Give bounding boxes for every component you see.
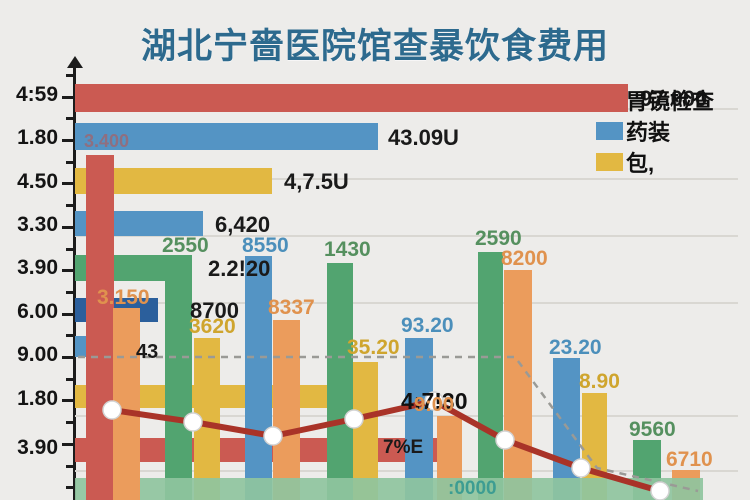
bar	[245, 256, 272, 500]
y-axis-label: 9.00	[17, 343, 58, 366]
legend-item-medicine: 药装	[596, 115, 714, 146]
value-label: 7%E	[383, 437, 424, 458]
legend-item-gastroscopy: 胃镜检查	[596, 84, 714, 115]
gridline	[75, 235, 738, 237]
bar-value-label: 43.09U	[388, 124, 459, 150]
bar-value-label: 93.20	[401, 314, 454, 337]
bar	[478, 252, 503, 500]
y-axis-label: 3.90	[17, 436, 58, 459]
y-axis-line	[73, 66, 76, 500]
bar	[165, 255, 192, 500]
bar-value-label: 23.20	[549, 336, 602, 359]
axis-tick	[62, 399, 74, 402]
bar-value-label: 1430	[324, 238, 371, 261]
y-axis-label: 4.50	[17, 170, 58, 193]
axis-tick	[66, 117, 74, 120]
bar-value-label: 8.90	[579, 370, 620, 393]
bar	[405, 338, 433, 500]
bar-value-label: 8200	[501, 247, 548, 270]
axis-tick	[62, 139, 74, 142]
bar-value-label: 35.20	[347, 336, 400, 359]
value-label: :0000	[448, 478, 497, 499]
legend-label: 包,	[626, 150, 655, 176]
bar	[75, 84, 628, 112]
bar	[194, 338, 220, 500]
y-axis-label: 4:59	[15, 83, 58, 106]
axis-tick	[62, 96, 74, 99]
axis-tick	[66, 204, 74, 207]
legend-swatch-blue	[596, 121, 623, 140]
legend-label: 药装	[626, 119, 671, 145]
axis-tick	[62, 443, 74, 446]
axis-tick	[66, 334, 74, 337]
legend-item-package: 包,	[596, 146, 714, 177]
axis-tick	[66, 378, 74, 381]
bar	[504, 270, 532, 500]
y-axis-label: 1.80	[17, 387, 58, 410]
axis-tick	[62, 356, 74, 359]
gridline	[75, 178, 738, 180]
horizontal-band	[75, 478, 703, 500]
legend-swatch-yellow	[596, 152, 623, 171]
y-axis-label: 6.00	[17, 300, 58, 323]
axis-tick	[66, 161, 74, 164]
bar	[113, 308, 140, 500]
bar-inner-label: 3.400	[84, 131, 130, 151]
axis-tick	[62, 182, 74, 185]
y-axis-label: 3.30	[17, 213, 58, 236]
bar-value-label: 2.2!20	[208, 256, 271, 281]
bar	[273, 320, 300, 500]
bar	[75, 123, 378, 150]
bar-value-label: 2590	[475, 227, 522, 250]
bar-value-label: 97.000	[640, 86, 708, 111]
bar	[86, 155, 114, 500]
legend-swatch-red	[596, 90, 623, 109]
bar-value-label: 3.150	[97, 286, 150, 309]
bar-value-label: 6710	[666, 448, 713, 471]
bar	[327, 263, 353, 500]
legend: 胃镜检查 药装 包,	[596, 84, 714, 177]
y-axis-arrow-icon	[67, 56, 83, 68]
bar-value-label: 8550	[242, 234, 289, 257]
gridline	[75, 302, 738, 304]
bar-value-label: 8337	[268, 296, 315, 319]
bar-value-label: 6,420	[215, 211, 271, 237]
value-label: 9:00	[414, 394, 455, 416]
legend-label: 胃镜检查	[626, 88, 715, 114]
chart-title: 湖北宁嗇医院馆查暴饮食费用	[140, 27, 609, 66]
axis-tick	[66, 486, 74, 489]
axis-tick	[66, 421, 74, 424]
axis-tick	[62, 226, 74, 229]
axis-tick	[66, 291, 74, 294]
y-axis-label: 1.80	[17, 126, 58, 149]
axis-tick	[66, 74, 74, 77]
bar-value-label: 3620	[189, 315, 236, 338]
bar-value-label: 2550	[162, 234, 209, 257]
axis-tick	[62, 269, 74, 272]
axis-tick	[66, 465, 74, 468]
bar-value-label: 4,7.5U	[284, 169, 349, 194]
bar-value-label: 9560	[629, 418, 676, 441]
bar-value-label: 8700	[190, 298, 239, 323]
y-axis-label: 3.90	[17, 256, 58, 279]
axis-tick	[66, 248, 74, 251]
axis-tick	[62, 313, 74, 316]
value-label: 43	[136, 341, 159, 363]
